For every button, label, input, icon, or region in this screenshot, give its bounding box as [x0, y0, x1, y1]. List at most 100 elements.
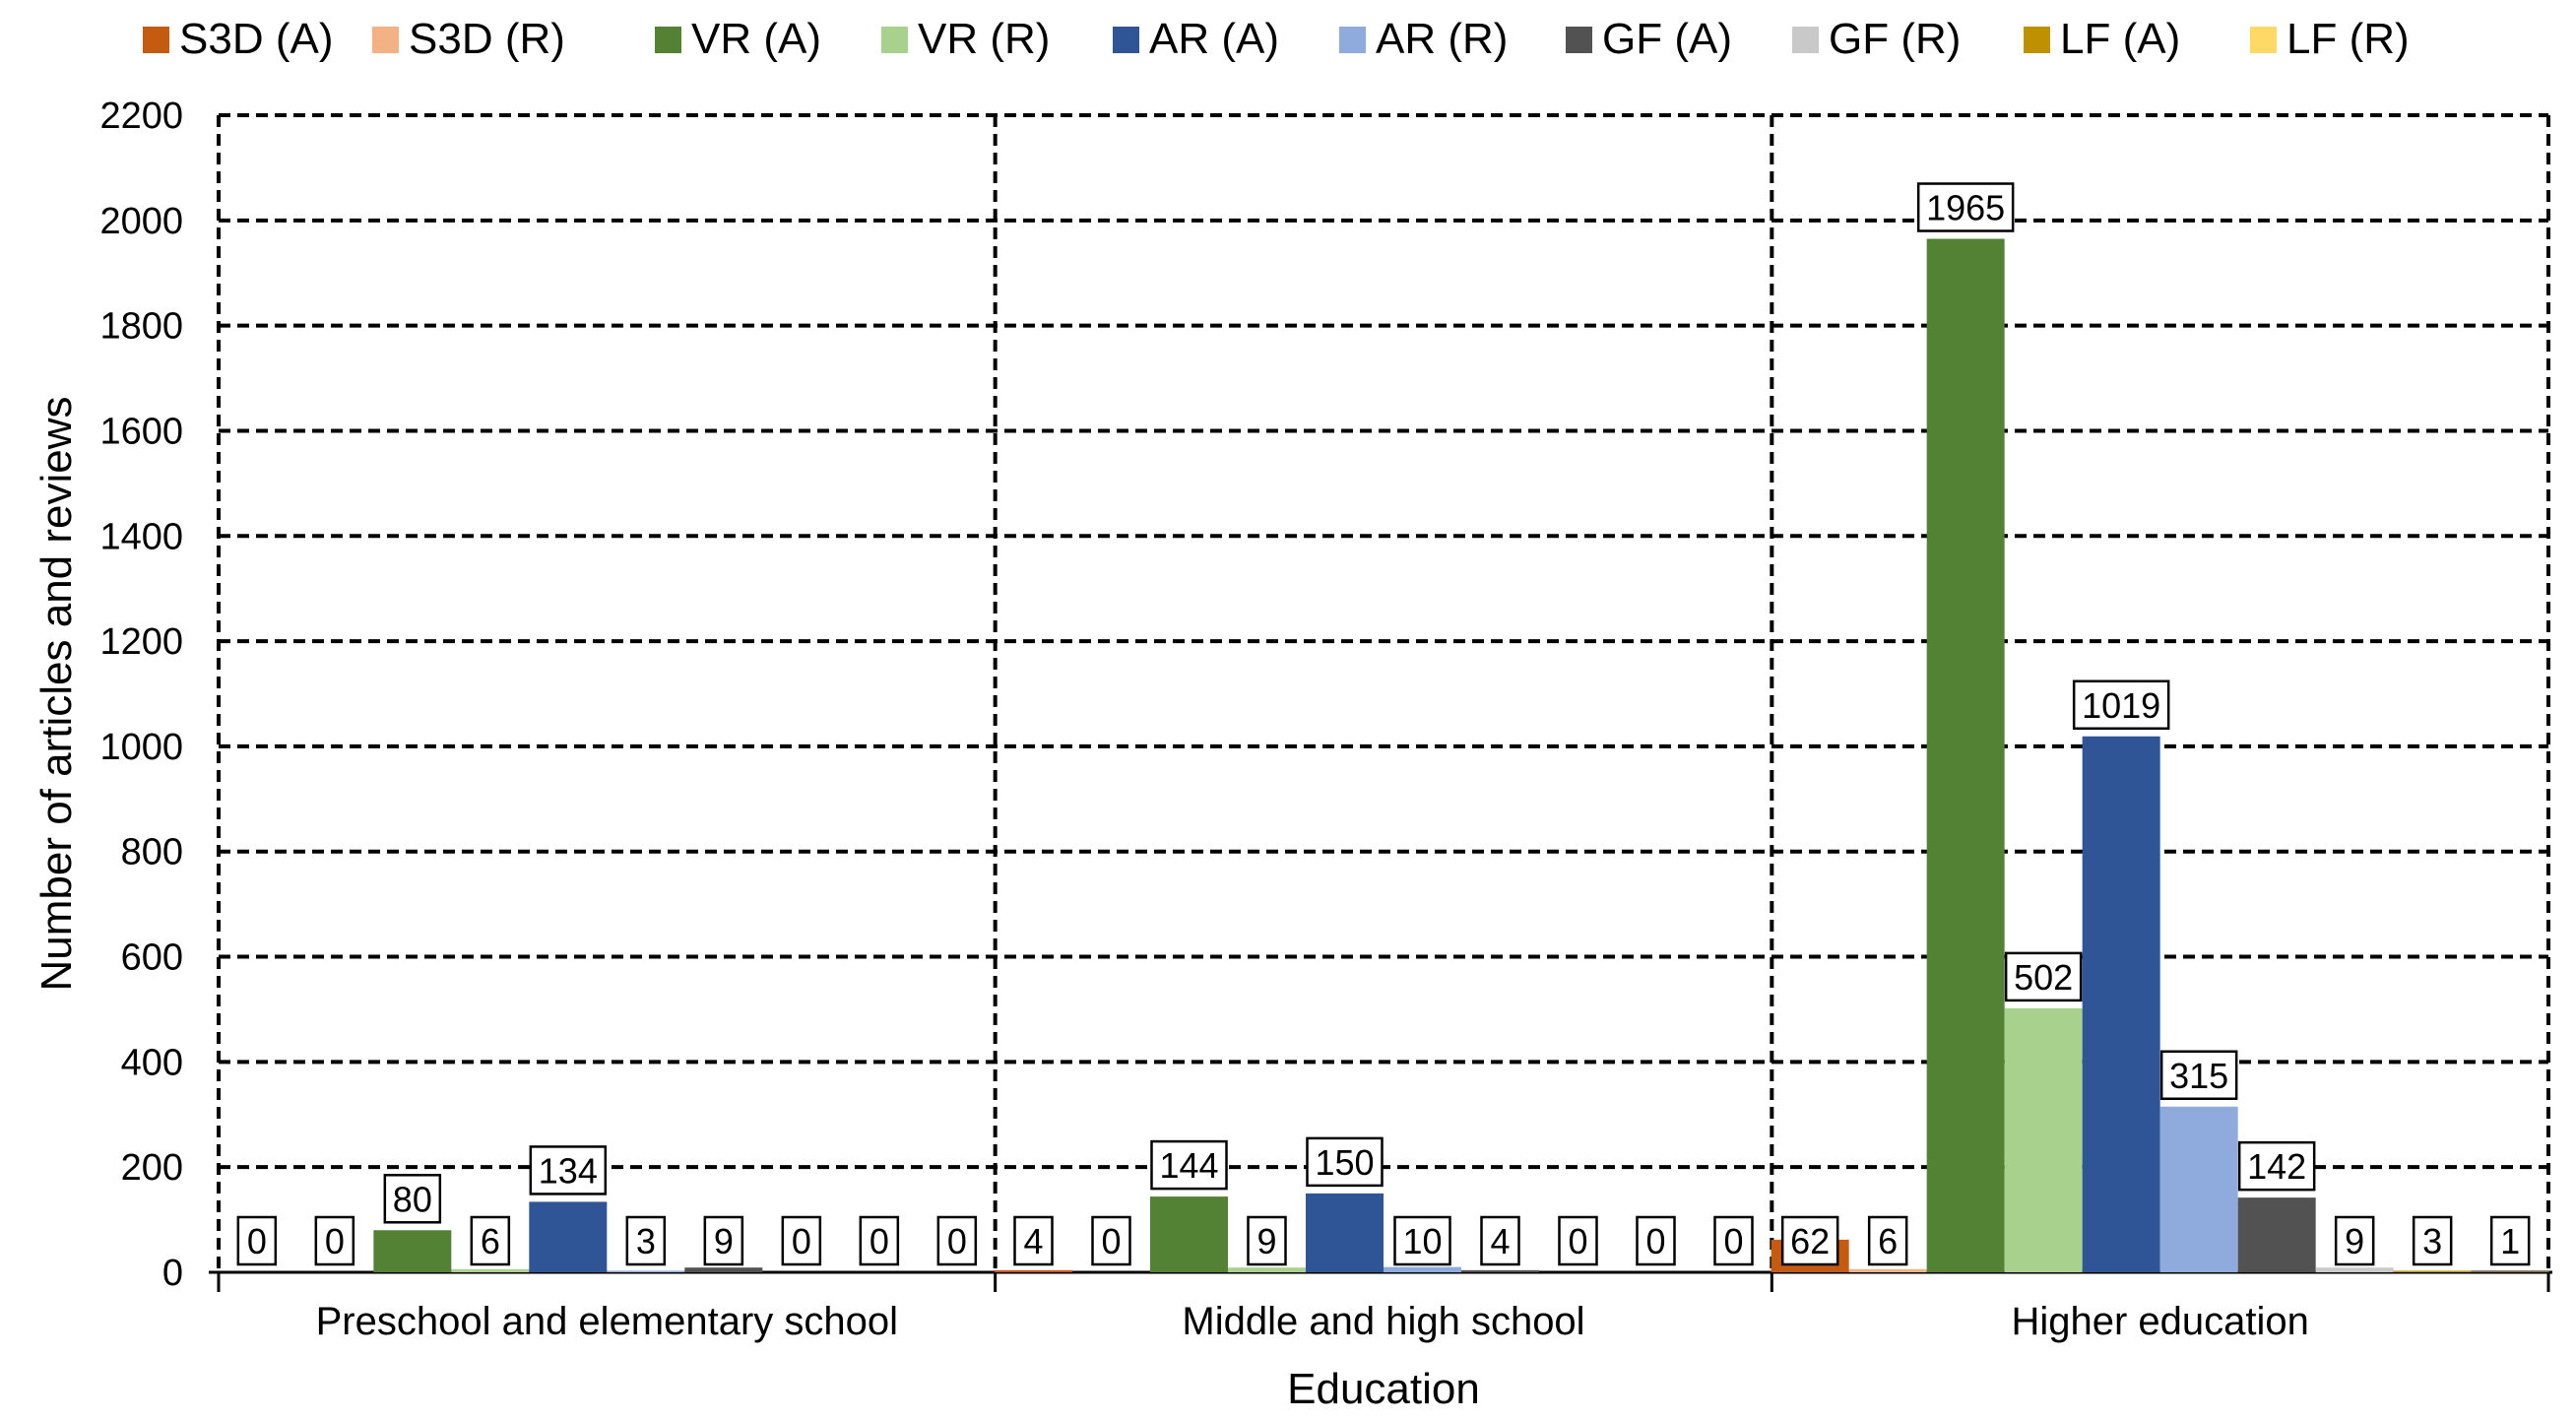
legend-label: VR (R)	[918, 15, 1051, 63]
data-label: 3	[2422, 1221, 2442, 1261]
data-label-box	[1247, 1215, 1287, 1266]
data-label-box	[625, 1215, 667, 1266]
x-axis-title: Education	[1287, 1365, 1480, 1413]
data-label-box	[1150, 1139, 1228, 1191]
legend-item: GF (A)	[1566, 10, 1732, 69]
legend-item: AR (A)	[1113, 10, 1279, 69]
data-label-box	[1558, 1215, 1598, 1266]
bar	[2315, 1267, 2394, 1272]
data-label: 0	[869, 1221, 889, 1261]
y-tick-label: 1000	[99, 727, 183, 768]
data-label: 4	[1490, 1221, 1510, 1261]
y-tick-label: 2200	[99, 96, 183, 137]
data-label: 1	[2500, 1221, 2520, 1261]
y-tick-label: 1200	[99, 621, 183, 663]
data-label-box	[529, 1145, 608, 1195]
bar	[1306, 1193, 1384, 1272]
legend-swatch	[372, 26, 399, 53]
x-category-label: Middle and high school	[1182, 1300, 1584, 1343]
data-label: 6	[1878, 1221, 1898, 1261]
chart-legend: S3D (A) S3D (R) VR (A) VR (R) AR (A) AR (R) GF…	[0, 0, 2576, 79]
data-label: 9	[714, 1221, 734, 1261]
legend-swatch	[2250, 26, 2277, 53]
data-label: 0	[325, 1221, 345, 1261]
bar	[529, 1201, 608, 1272]
data-label: 4	[1023, 1221, 1043, 1261]
legend-item: VR (A)	[655, 10, 821, 69]
data-label-box	[1306, 1136, 1384, 1188]
legend-item: GF (R)	[1792, 10, 1961, 69]
legend-label: AR (R)	[1376, 15, 1509, 63]
legend-item: LF (A)	[2024, 10, 2180, 69]
data-label-box	[1780, 1215, 1839, 1266]
legend-swatch	[655, 26, 681, 53]
data-label: 0	[947, 1221, 967, 1261]
legend-item: AR (R)	[1339, 10, 1508, 69]
legend-item: VR (R)	[881, 10, 1050, 69]
x-category-label: Preschool and elementary school	[316, 1300, 898, 1343]
data-label-box	[1393, 1215, 1451, 1266]
legend-label: GF (R)	[1829, 15, 1962, 63]
data-label: 0	[792, 1221, 811, 1261]
data-label-box	[1916, 182, 2015, 232]
bar	[1461, 1269, 1539, 1272]
data-label-box	[314, 1215, 355, 1266]
legend-label: LF (R)	[2286, 15, 2410, 63]
data-label: 0	[1723, 1221, 1743, 1261]
data-label-box	[2334, 1215, 2375, 1266]
data-label: 0	[1101, 1221, 1121, 1261]
y-tick-label: 200	[121, 1147, 183, 1189]
data-label: 6	[481, 1221, 500, 1261]
data-label: 502	[2014, 957, 2073, 998]
data-label: 134	[539, 1150, 598, 1191]
y-axis-title: Number of articles and reviews	[32, 396, 81, 991]
legend-label: S3D (A)	[179, 15, 334, 63]
bar	[2082, 736, 2160, 1272]
bar	[373, 1230, 452, 1272]
data-label-box	[1636, 1215, 1676, 1266]
bar	[2159, 1106, 2238, 1272]
data-label-box	[1867, 1215, 1908, 1266]
bar	[1848, 1268, 1927, 1272]
legend-label: VR (A)	[691, 15, 821, 63]
data-label-box	[2072, 679, 2170, 731]
data-label-box	[236, 1215, 278, 1266]
data-label-box	[1013, 1215, 1054, 1266]
legend-swatch	[1792, 26, 1819, 53]
data-label-box	[936, 1215, 978, 1266]
data-label-box	[703, 1215, 744, 1266]
bar	[2004, 1007, 2083, 1272]
data-label-box	[781, 1215, 822, 1266]
legend-item: S3D (A)	[143, 10, 333, 69]
legend-swatch	[1113, 26, 1139, 53]
y-tick-label: 1400	[99, 516, 183, 557]
bar	[1228, 1267, 1306, 1272]
y-tick-label: 2000	[99, 201, 183, 242]
legend-label: S3D (R)	[409, 15, 565, 63]
legend-label: LF (A)	[2060, 15, 2181, 63]
data-label: 0	[247, 1221, 267, 1261]
data-label-box	[2004, 951, 2083, 1002]
y-tick-label: 0	[162, 1253, 183, 1294]
bar	[684, 1267, 763, 1272]
bar	[2393, 1270, 2472, 1272]
data-label-box	[2159, 1050, 2238, 1101]
data-label-box	[2412, 1215, 2453, 1266]
bar	[1384, 1266, 1461, 1272]
data-label-box	[2237, 1140, 2316, 1192]
data-label: 0	[1645, 1221, 1665, 1261]
y-tick-label: 600	[121, 937, 183, 979]
legend-item: LF (R)	[2250, 10, 2410, 69]
bar	[451, 1268, 530, 1272]
legend-label: AR (A)	[1149, 15, 1279, 63]
legend-swatch	[2024, 26, 2050, 53]
bar	[2471, 1271, 2549, 1272]
data-label-box	[1480, 1215, 1520, 1266]
data-label: 1965	[1926, 188, 2005, 228]
y-tick-label: 1600	[99, 411, 183, 452]
legend-item: S3D (R)	[372, 10, 565, 69]
bar	[2237, 1197, 2316, 1272]
data-label-box	[2489, 1215, 2531, 1266]
data-label: 144	[1159, 1145, 1218, 1186]
data-label: 0	[1568, 1221, 1587, 1261]
